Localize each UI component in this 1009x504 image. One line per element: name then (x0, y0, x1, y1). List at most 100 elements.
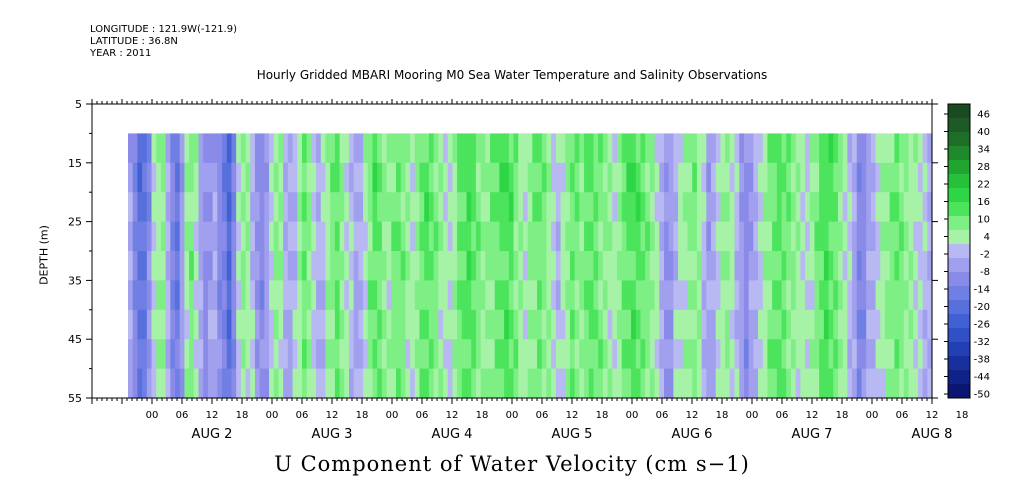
heatmap-cell (480, 162, 486, 193)
heatmap-cell (292, 280, 298, 311)
heatmap-cell (687, 280, 693, 311)
heatmap-cell (334, 368, 341, 399)
heatmap-cell (353, 339, 359, 370)
heatmap-cell (847, 368, 853, 399)
heatmap-cell (156, 339, 162, 370)
heatmap-cell (292, 368, 298, 399)
heatmap-cell (499, 133, 505, 164)
heatmap-cell (734, 221, 740, 252)
heatmap-cell (287, 192, 294, 223)
heatmap-cell (245, 221, 251, 252)
heatmap-cell (847, 133, 853, 164)
heatmap-cell (292, 133, 298, 164)
heatmap-cell (273, 133, 280, 164)
x-hour-label: 06 (416, 410, 429, 421)
heatmap-cell (471, 339, 477, 370)
heatmap-cell (635, 162, 642, 193)
heatmap-cell (743, 251, 750, 281)
heatmap-cell (231, 368, 237, 399)
heatmap-cell (334, 162, 341, 193)
heatmap-cell (269, 309, 275, 340)
heatmap-cell (565, 192, 571, 223)
heatmap-cell (734, 339, 740, 370)
heatmap-cell (283, 162, 289, 193)
heatmap-cell (198, 192, 204, 223)
heatmap-cell (602, 192, 609, 223)
heatmap-cell (678, 339, 684, 370)
heatmap-cell (330, 280, 336, 311)
heatmap-cell (330, 162, 336, 193)
heatmap-cell (363, 133, 369, 164)
heatmap-cell (396, 280, 402, 311)
heatmap-cell (461, 251, 468, 281)
heatmap-cell (301, 280, 308, 311)
heatmap-cell (842, 280, 848, 311)
heatmap-cell (438, 309, 444, 340)
heatmap-cell (334, 251, 341, 281)
heatmap-cell (856, 309, 863, 340)
heatmap-cell (837, 192, 844, 223)
x-hour-label: 12 (806, 410, 819, 421)
heatmap-cell (142, 221, 148, 252)
heatmap-cell (772, 309, 778, 340)
heatmap-cell (424, 192, 430, 223)
heatmap-cell (692, 339, 698, 370)
heatmap-cell (128, 368, 134, 399)
heatmap-cell (320, 192, 327, 223)
heatmap-cell (508, 251, 515, 281)
heatmap-cell (621, 192, 627, 223)
heatmap-cell (198, 368, 204, 399)
heatmap-cell (899, 162, 905, 193)
heatmap-cell (443, 251, 449, 281)
heatmap-cell (706, 133, 712, 164)
heatmap-cell (626, 133, 632, 164)
heatmap-cell (264, 133, 270, 164)
heatmap-cell (880, 280, 886, 311)
heatmap-cell (645, 309, 651, 340)
heatmap-cell (805, 221, 811, 252)
heatmap-cell (884, 368, 891, 399)
heatmap-cell (447, 133, 454, 164)
heatmap-cell (240, 339, 247, 370)
heatmap-cell (320, 251, 327, 281)
heatmap-cell (508, 221, 515, 252)
heatmap-cell (598, 280, 604, 311)
heatmap-cell (621, 368, 627, 399)
colorbar-segment (948, 384, 970, 399)
heatmap-cell (833, 339, 839, 370)
heatmap-cell (739, 251, 745, 281)
heatmap-cell (156, 221, 162, 252)
heatmap-cell (461, 309, 468, 340)
heatmap-cell (758, 309, 764, 340)
heatmap-cell (856, 368, 863, 399)
heatmap-cell (490, 309, 496, 340)
heatmap-cell (729, 309, 736, 340)
heatmap-cell (165, 280, 171, 311)
heatmap-cell (231, 280, 237, 311)
heatmap-cell (875, 162, 881, 193)
heatmap-cell (160, 339, 167, 370)
heatmap-cell (259, 339, 265, 370)
heatmap-cell (264, 162, 270, 193)
heatmap-cell (767, 221, 773, 252)
heatmap-cell (837, 280, 844, 311)
heatmap-cell (569, 192, 576, 223)
heatmap-cell (344, 133, 350, 164)
heatmap-cell (715, 309, 722, 340)
heatmap-cell (659, 339, 665, 370)
heatmap-cell (748, 162, 754, 193)
heatmap-cell (306, 221, 312, 252)
heatmap-cell (132, 251, 138, 281)
heatmap-cell (875, 221, 881, 252)
colorbar-segment (948, 342, 970, 357)
heatmap-cell (325, 221, 331, 252)
heatmap-cell (325, 368, 331, 399)
heatmap-cell (706, 221, 712, 252)
colorbar-label: 46 (977, 110, 990, 121)
heatmap-cell (866, 309, 872, 340)
heatmap-cell (217, 221, 223, 252)
heatmap-cell (861, 368, 867, 399)
heatmap-cell (649, 133, 656, 164)
heatmap-cell (527, 192, 533, 223)
heatmap-cell (410, 221, 416, 252)
